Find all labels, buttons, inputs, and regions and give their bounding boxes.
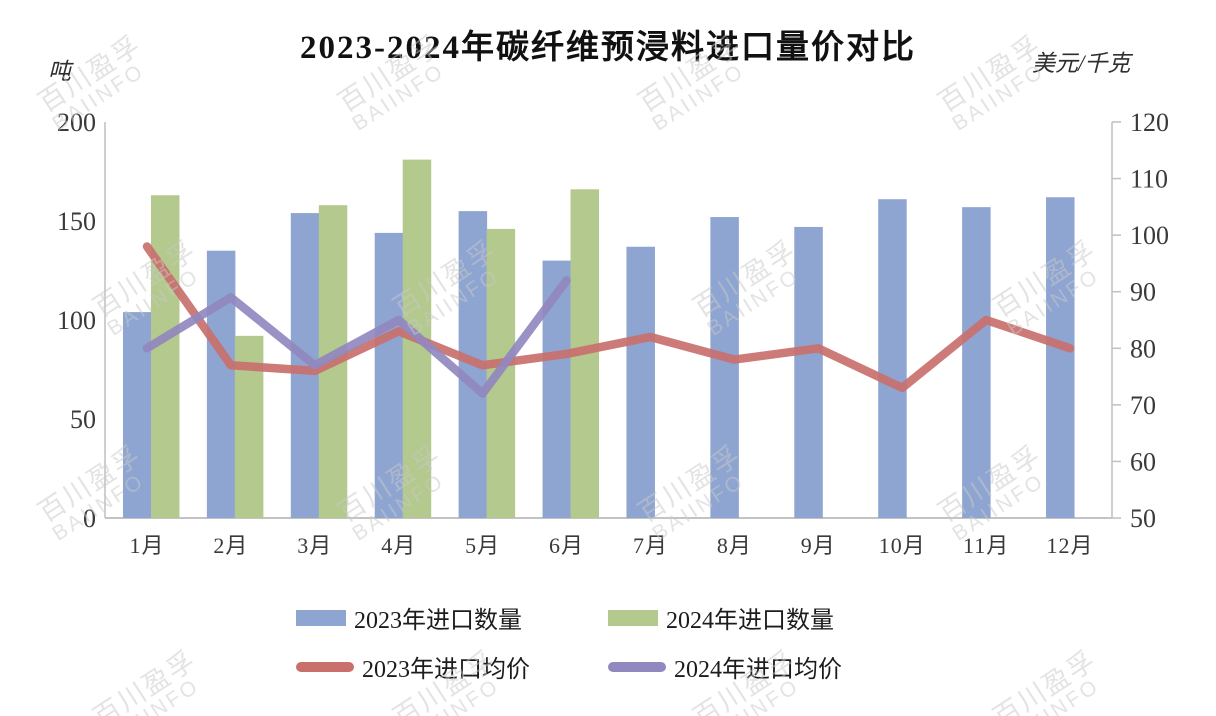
x-axis-month-label: 10月 [879,533,926,558]
bar-2023年进口数量-9月 [794,226,823,518]
line-2023年进口均价 [142,242,1075,393]
right-axis-tick-label: 50 [1130,504,1156,533]
x-axis-month-label: 7月 [633,533,668,558]
x-axis-month-label: 2月 [213,533,248,558]
bar-2023年进口数量-4月 [374,232,404,518]
left-axis-unit: 吨 [48,59,71,84]
bar-2023年进口数量-7月 [626,246,655,519]
left-axis-tick-label: 0 [83,504,96,533]
legend-swatch-2024-volume [608,609,658,626]
x-axis-month-label: 1月 [129,533,164,558]
left-axis-tick-label: 100 [57,306,96,335]
right-axis-tick-label: 100 [1130,221,1169,250]
x-axis-month-label: 11月 [963,533,1009,558]
legend-item-2023-price: 2023年进口均价 [296,649,608,684]
bar-2023年进口数量-2月 [206,250,236,518]
legend-label-2024-price: 2024年进口均价 [674,657,842,683]
right-axis-tick-label: 80 [1130,334,1156,363]
x-axis-month-label: 12月 [1047,533,1094,558]
legend-label-2023-volume: 2023年进口数量 [354,608,522,634]
legend-swatch-2024-price [608,661,666,672]
legend-swatch-2023-price [296,661,354,672]
x-axis-month-label: 3月 [297,533,332,558]
x-axis-month-label: 5月 [465,533,500,558]
legend-label-2023-price: 2023年进口均价 [362,657,530,683]
bar-2023年进口数量-1月 [122,312,152,518]
bar-2023年进口数量-10月 [878,199,907,518]
bar-2023年进口数量-11月 [962,207,991,518]
chart-legend: 2023年进口数量 2024年进口数量 2023年进口均价 2024年进口均价 [0,600,1216,684]
right-axis-tick-label: 110 [1130,165,1168,194]
legend-label-2024-volume: 2024年进口数量 [666,608,834,634]
x-axis-month-label: 4月 [381,533,416,558]
right-axis-tick-label: 120 [1130,108,1169,137]
legend-item-2024-volume: 2024年进口数量 [608,600,920,635]
right-axis-tick-label: 60 [1130,447,1156,476]
bar-2024年进口数量-1月 [150,195,180,518]
right-axis-unit: 美元/千克 [1032,51,1131,76]
bar-2023年进口数量-12月 [1046,197,1075,519]
chart-title: 2023-2024年碳纤维预浸料进口量价对比 [300,30,916,66]
legend-item-2024-price: 2024年进口均价 [608,649,920,684]
x-axis-month-label: 8月 [717,533,752,558]
right-axis-tick-label: 90 [1130,278,1156,307]
legend-item-2023-volume: 2023年进口数量 [296,600,608,635]
line-2024年进口均价 [142,276,571,398]
right-axis-tick-label: 70 [1130,391,1156,420]
x-axis-month-label: 6月 [549,533,584,558]
left-axis-tick-label: 200 [57,108,96,137]
legend-swatch-2023-volume [296,609,346,626]
left-axis-tick-label: 50 [70,405,96,434]
bar-2023年进口数量-8月 [710,217,739,519]
x-axis-month-label: 9月 [801,533,836,558]
left-axis-tick-label: 150 [57,207,96,236]
